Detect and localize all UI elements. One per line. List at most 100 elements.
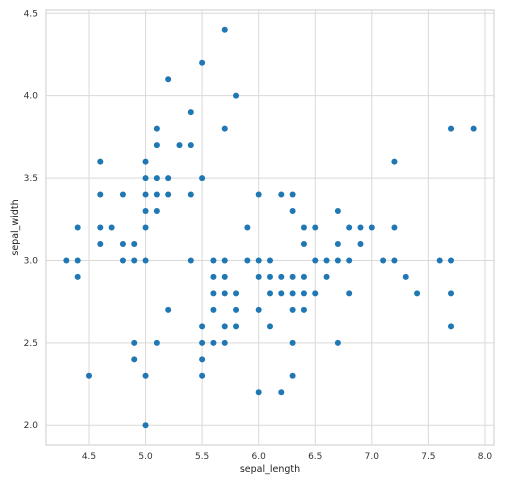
x-tick-label: 5.5 bbox=[195, 452, 209, 462]
data-point bbox=[131, 339, 138, 346]
data-point bbox=[119, 257, 126, 264]
data-point bbox=[278, 191, 285, 198]
x-tick-label: 7.5 bbox=[421, 452, 435, 462]
x-axis-title: sepal_length bbox=[240, 464, 300, 475]
data-point bbox=[221, 290, 228, 297]
data-point bbox=[221, 125, 228, 132]
data-point bbox=[153, 175, 160, 182]
data-point bbox=[436, 257, 443, 264]
data-point bbox=[165, 191, 172, 198]
data-point bbox=[233, 323, 240, 330]
data-point bbox=[199, 339, 206, 346]
data-points bbox=[63, 26, 477, 429]
data-point bbox=[142, 175, 149, 182]
data-point bbox=[368, 224, 375, 231]
data-point bbox=[199, 356, 206, 363]
data-point bbox=[300, 224, 307, 231]
data-point bbox=[85, 372, 92, 379]
data-point bbox=[255, 257, 262, 264]
data-point bbox=[199, 59, 206, 66]
data-point bbox=[391, 158, 398, 165]
data-point bbox=[255, 389, 262, 396]
data-point bbox=[255, 273, 262, 280]
data-point bbox=[142, 422, 149, 429]
data-point bbox=[108, 224, 115, 231]
data-point bbox=[289, 372, 296, 379]
data-point bbox=[210, 290, 217, 297]
data-point bbox=[267, 323, 273, 330]
data-point bbox=[289, 306, 296, 313]
data-point bbox=[221, 323, 228, 330]
y-tick-label: 4.5 bbox=[24, 9, 38, 19]
data-point bbox=[63, 257, 70, 264]
data-point bbox=[357, 224, 364, 231]
plot-area bbox=[45, 9, 495, 446]
data-point bbox=[153, 125, 160, 132]
data-point bbox=[300, 306, 307, 313]
data-point bbox=[312, 290, 319, 297]
data-point bbox=[176, 142, 183, 149]
data-point bbox=[278, 389, 285, 396]
data-point bbox=[267, 273, 273, 280]
data-point bbox=[334, 339, 341, 346]
data-point bbox=[278, 273, 285, 280]
data-point bbox=[244, 224, 251, 231]
data-point bbox=[153, 191, 160, 198]
data-point bbox=[74, 257, 81, 264]
data-point bbox=[165, 175, 172, 182]
x-tick-label: 8.0 bbox=[478, 452, 493, 462]
data-point bbox=[187, 142, 194, 149]
data-point bbox=[142, 191, 149, 198]
data-point bbox=[199, 175, 206, 182]
y-tick-label: 3.5 bbox=[24, 174, 38, 184]
data-point bbox=[255, 306, 262, 313]
data-point bbox=[323, 273, 330, 280]
data-point bbox=[448, 323, 455, 330]
data-point bbox=[255, 191, 262, 198]
data-point bbox=[300, 290, 307, 297]
data-point bbox=[187, 257, 194, 264]
data-point bbox=[153, 208, 160, 215]
data-point bbox=[334, 257, 341, 264]
data-point bbox=[165, 76, 172, 83]
y-axis-title: sepal_width bbox=[10, 199, 21, 255]
data-point bbox=[142, 372, 149, 379]
data-point bbox=[357, 240, 364, 247]
x-tick-label: 6.0 bbox=[252, 452, 267, 462]
y-tick-label: 3.0 bbox=[24, 256, 39, 266]
data-point bbox=[300, 273, 307, 280]
data-point bbox=[323, 257, 330, 264]
data-point bbox=[289, 273, 296, 280]
data-point bbox=[391, 257, 398, 264]
data-point bbox=[142, 257, 149, 264]
data-point bbox=[210, 306, 217, 313]
data-point bbox=[414, 290, 421, 297]
data-point bbox=[97, 240, 104, 247]
data-point bbox=[153, 142, 160, 149]
data-point bbox=[334, 240, 341, 247]
data-point bbox=[221, 257, 228, 264]
data-point bbox=[74, 224, 81, 231]
data-point bbox=[233, 306, 240, 313]
data-point bbox=[221, 273, 228, 280]
data-point bbox=[131, 356, 138, 363]
x-tick-label: 7.0 bbox=[365, 452, 380, 462]
data-point bbox=[346, 290, 353, 297]
data-point bbox=[312, 224, 319, 231]
x-tick-label: 6.5 bbox=[308, 452, 322, 462]
y-tick-label: 2.5 bbox=[24, 339, 38, 349]
data-point bbox=[402, 273, 409, 280]
data-point bbox=[289, 208, 296, 215]
data-point bbox=[97, 191, 104, 198]
data-point bbox=[346, 257, 353, 264]
data-point bbox=[199, 372, 206, 379]
data-point bbox=[153, 339, 160, 346]
data-point bbox=[210, 257, 217, 264]
data-point bbox=[312, 257, 319, 264]
data-point bbox=[142, 208, 149, 215]
x-tick-labels: 4.5 5.0 5.5 6.0 6.5 7.0 7.5 8.0 bbox=[82, 452, 493, 462]
data-point bbox=[74, 273, 81, 280]
data-point bbox=[233, 92, 240, 99]
